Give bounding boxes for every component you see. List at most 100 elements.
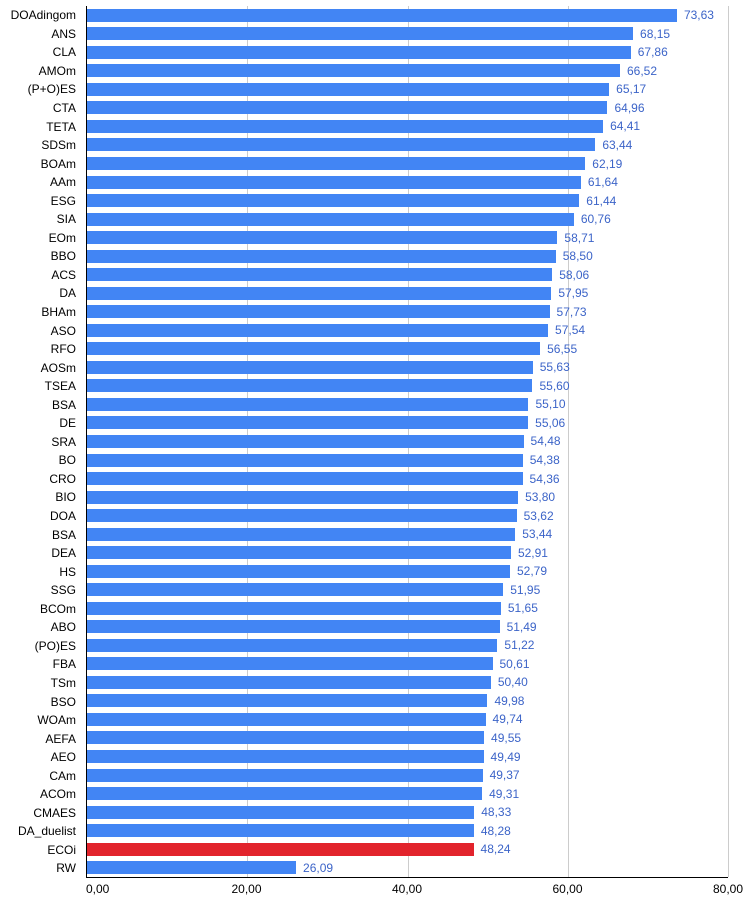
category-label: WOAm [37, 713, 76, 728]
bar-row: 73,63 [87, 6, 728, 25]
bar-row: 26,09 [87, 858, 728, 877]
x-tick-label: 20,00 [231, 882, 262, 896]
bar [87, 397, 529, 411]
bar [87, 527, 516, 541]
bar-row: 51,65 [87, 599, 728, 618]
bar [87, 342, 541, 356]
category-label: TETA [46, 119, 76, 134]
bar [87, 583, 504, 597]
bar [87, 82, 610, 96]
bar-row: 48,33 [87, 803, 728, 822]
value-label: 49,98 [494, 693, 525, 708]
bar-row: 49,31 [87, 784, 728, 803]
bar [87, 379, 533, 393]
value-label: 65,17 [616, 82, 647, 97]
bar-row: 60,76 [87, 210, 728, 229]
bar-row: 55,60 [87, 377, 728, 396]
bar [87, 157, 586, 171]
category-label: BCOm [40, 601, 76, 616]
category-label: SRA [51, 434, 76, 449]
category-label: BSO [50, 694, 76, 709]
category-label: DA_duelist [17, 824, 76, 839]
bar [87, 768, 483, 782]
bar [87, 8, 677, 22]
bar [87, 861, 297, 875]
value-label: 49,37 [489, 768, 520, 783]
value-label: 55,10 [535, 397, 566, 412]
category-label: ASO [50, 323, 76, 338]
value-label: 57,95 [558, 286, 589, 301]
category-label: ESG [50, 193, 76, 208]
value-label: 52,79 [516, 564, 547, 579]
category-label: SSG [50, 583, 76, 598]
value-label: 55,06 [535, 415, 566, 430]
bar [87, 453, 523, 467]
bar-row: 64,41 [87, 117, 728, 136]
bar [87, 434, 524, 448]
bar [87, 416, 529, 430]
category-label: ACOm [40, 787, 76, 802]
value-label: 63,44 [602, 137, 633, 152]
value-label: 51,49 [506, 619, 537, 634]
category-label: AMOm [38, 63, 76, 78]
bar-row: 49,55 [87, 729, 728, 748]
category-label: (PO)ES [34, 638, 76, 653]
bar-row: 49,37 [87, 766, 728, 785]
value-label: 61,44 [586, 193, 617, 208]
value-label: 62,19 [592, 156, 623, 171]
bar-row: 62,19 [87, 154, 728, 173]
category-label: CAm [49, 768, 76, 783]
gridline [728, 6, 729, 877]
value-label: 58,71 [564, 230, 595, 245]
bar [87, 824, 474, 838]
bar [87, 657, 493, 671]
value-label: 58,50 [562, 249, 593, 264]
bar [87, 620, 500, 634]
category-label: EOm [48, 230, 76, 245]
bar [87, 694, 488, 708]
x-tick-label: 80,00 [712, 882, 744, 896]
bar-row: 49,74 [87, 710, 728, 729]
bar-row: 57,73 [87, 303, 728, 322]
bar-row: 58,71 [87, 228, 728, 247]
bar [87, 601, 501, 615]
value-label: 67,86 [637, 45, 668, 60]
bar-row: 65,17 [87, 80, 728, 99]
bar-row: 51,95 [87, 580, 728, 599]
value-label: 54,38 [529, 453, 560, 468]
category-label: (P+O)ES [27, 82, 76, 97]
category-label: DOAdingom [10, 8, 76, 23]
bar-row: 54,36 [87, 469, 728, 488]
plot-area: 73,63 68,15 67,86 66,52 65,17 64,96 64,41 63,44… [86, 6, 729, 878]
bar-row: 67,86 [87, 43, 728, 62]
value-label: 49,55 [491, 730, 522, 745]
category-label: CTA [52, 101, 76, 115]
bar [87, 231, 558, 245]
bar-row: 57,95 [87, 284, 728, 303]
value-label: 54,36 [529, 471, 560, 486]
bar-row: 51,22 [87, 636, 728, 655]
category-label: TSm [50, 675, 76, 690]
bar-row: 49,98 [87, 692, 728, 711]
category-label: BO [58, 453, 76, 468]
value-label: 48,28 [480, 823, 511, 838]
x-tick-label: 0,00 [86, 882, 110, 896]
bar-row: 63,44 [87, 136, 728, 155]
bar-row: 64,96 [87, 99, 728, 118]
category-label: ACS [51, 267, 76, 282]
bar-row: 57,54 [87, 321, 728, 340]
bar [87, 138, 596, 152]
bar-row: 66,52 [87, 62, 728, 81]
value-label: 60,76 [580, 212, 611, 227]
bar [87, 712, 486, 726]
value-label: 53,44 [522, 527, 553, 542]
value-label: 26,09 [303, 860, 334, 875]
value-label: 49,49 [490, 749, 521, 764]
value-label: 66,52 [626, 63, 658, 78]
category-label: BSA [51, 527, 76, 542]
bar-row: 50,61 [87, 655, 728, 674]
value-label: 64,41 [610, 119, 641, 134]
value-label: 51,22 [504, 638, 535, 653]
bar-row: 61,44 [87, 191, 728, 210]
category-label: HS [59, 564, 76, 579]
